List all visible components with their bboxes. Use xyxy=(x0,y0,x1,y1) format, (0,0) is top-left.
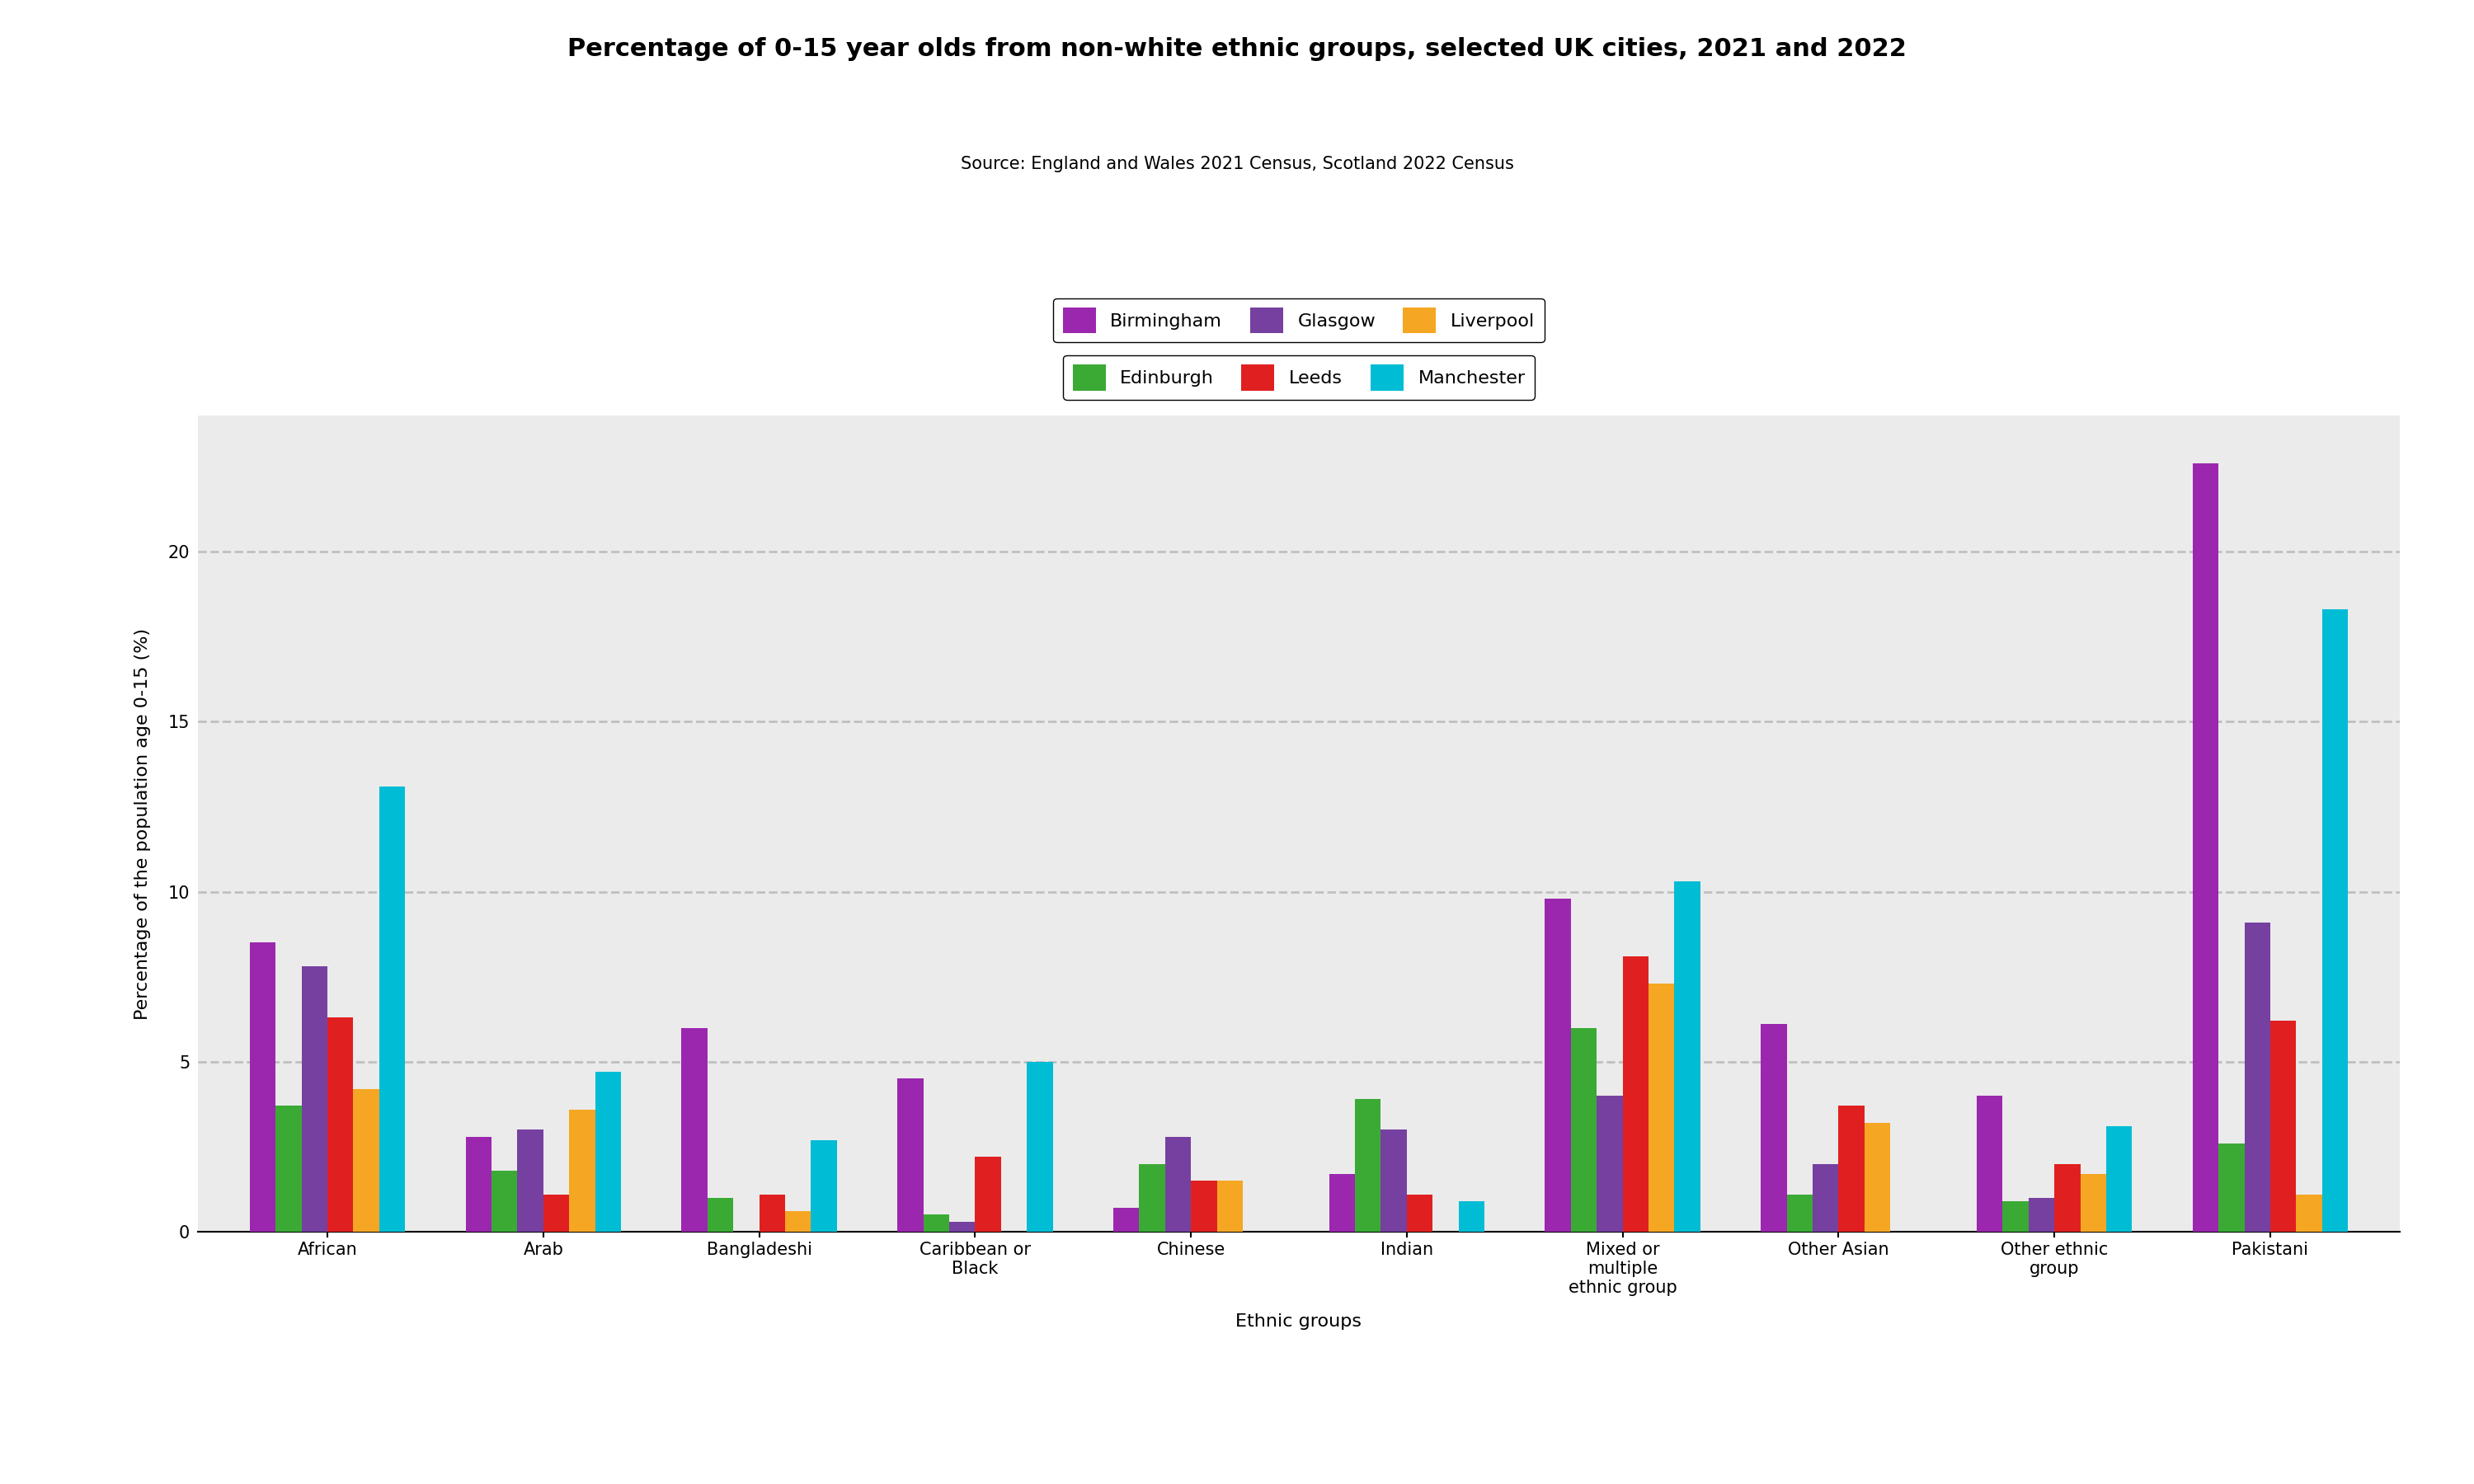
Legend: Edinburgh, Leeds, Manchester: Edinburgh, Leeds, Manchester xyxy=(1064,355,1534,399)
Bar xyxy=(1596,1095,1623,1232)
Bar xyxy=(517,1129,544,1232)
Bar xyxy=(2244,922,2271,1232)
Bar xyxy=(327,1018,354,1232)
Bar xyxy=(1571,1027,1596,1232)
Bar xyxy=(680,1027,708,1232)
Bar xyxy=(1165,1137,1190,1232)
Bar xyxy=(2219,1143,2244,1232)
Bar xyxy=(2053,1163,2081,1232)
Bar xyxy=(1027,1061,1054,1232)
Bar xyxy=(1544,898,1571,1232)
Bar xyxy=(1675,881,1700,1232)
Bar xyxy=(950,1221,975,1232)
Bar xyxy=(1813,1163,1838,1232)
Bar xyxy=(2001,1201,2029,1232)
Bar xyxy=(2081,1174,2105,1232)
Bar xyxy=(1786,1195,1813,1232)
Bar xyxy=(1623,956,1648,1232)
Bar xyxy=(492,1171,517,1232)
Bar xyxy=(2105,1126,2133,1232)
Bar xyxy=(596,1071,621,1232)
Bar xyxy=(1865,1123,1890,1232)
Bar xyxy=(811,1140,836,1232)
Bar xyxy=(2271,1021,2296,1232)
Bar xyxy=(784,1211,811,1232)
Bar xyxy=(544,1195,569,1232)
Bar xyxy=(379,787,406,1232)
Bar xyxy=(1329,1174,1356,1232)
Bar xyxy=(2029,1198,2053,1232)
Bar xyxy=(354,1089,379,1232)
Bar xyxy=(1761,1024,1786,1232)
Text: Source: England and Wales 2021 Census, Scotland 2022 Census: Source: England and Wales 2021 Census, S… xyxy=(960,156,1514,172)
Bar xyxy=(1977,1095,2001,1232)
Bar xyxy=(1113,1208,1138,1232)
Bar xyxy=(898,1079,923,1232)
Bar xyxy=(465,1137,492,1232)
Bar xyxy=(1356,1100,1380,1232)
Bar xyxy=(2296,1195,2323,1232)
Bar xyxy=(1408,1195,1432,1232)
Bar xyxy=(250,942,275,1232)
X-axis label: Ethnic groups: Ethnic groups xyxy=(1237,1313,1361,1330)
Bar xyxy=(1460,1201,1484,1232)
Bar xyxy=(1648,984,1675,1232)
Bar xyxy=(2323,610,2348,1232)
Bar xyxy=(1190,1181,1217,1232)
Bar xyxy=(1380,1129,1408,1232)
Y-axis label: Percentage of the population age 0-15 (%): Percentage of the population age 0-15 (%… xyxy=(134,628,151,1020)
Text: Percentage of 0-15 year olds from non-white ethnic groups, selected UK cities, 2: Percentage of 0-15 year olds from non-wh… xyxy=(567,37,1907,61)
Bar xyxy=(975,1158,1002,1232)
Bar xyxy=(2192,463,2219,1232)
Bar xyxy=(760,1195,784,1232)
Bar xyxy=(1838,1106,1865,1232)
Bar xyxy=(569,1109,596,1232)
Bar xyxy=(708,1198,732,1232)
Bar xyxy=(1217,1181,1242,1232)
Bar xyxy=(275,1106,302,1232)
Bar xyxy=(923,1215,950,1232)
Bar xyxy=(1138,1163,1165,1232)
Bar xyxy=(302,966,327,1232)
